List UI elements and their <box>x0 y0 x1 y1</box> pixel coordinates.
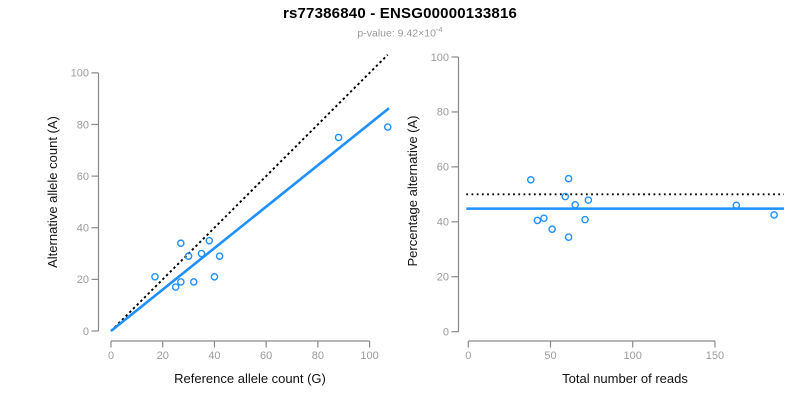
x-tick-label: 0 <box>108 350 114 362</box>
left-x-axis-title: Reference allele count (G) <box>174 371 326 386</box>
page-title: rs77386840 - ENSG00000133816 <box>282 5 518 22</box>
y-tick-label: 100 <box>71 68 89 80</box>
x-tick-label: 60 <box>260 350 272 362</box>
data-point <box>581 215 589 224</box>
x-tick-label: 100 <box>624 350 642 362</box>
data-point <box>215 252 224 260</box>
x-tick-label: 100 <box>360 350 378 362</box>
data-point <box>197 249 206 258</box>
p-value-exponent: -4 <box>435 24 443 34</box>
data-point <box>383 123 392 131</box>
data-point <box>548 225 556 234</box>
x-tick-label: 40 <box>208 350 220 362</box>
regression-line <box>110 107 390 333</box>
right-y-axis-title: Percentage alternative (A) <box>405 115 420 266</box>
data-point <box>171 283 180 291</box>
panel-allele-counts: Alternative allele count (A) Reference a… <box>45 54 392 386</box>
data-point <box>189 278 198 286</box>
panel-percentage-vs-reads: Percentage alternative (A) Total number … <box>405 52 784 386</box>
data-point <box>151 272 159 281</box>
data-point <box>533 216 542 225</box>
x-tick-label: 150 <box>706 350 724 362</box>
y-tick-label: 20 <box>437 272 449 284</box>
data-point <box>564 233 573 242</box>
data-point <box>526 175 535 184</box>
data-point <box>732 201 741 210</box>
y-tick-label: 60 <box>437 162 449 174</box>
data-point <box>564 174 573 183</box>
data-point <box>210 272 219 281</box>
right-plot-generated: 0 50 100 150 0 20 40 60 80 100 <box>431 52 784 362</box>
data-point <box>770 211 778 219</box>
data-point <box>571 200 579 209</box>
y-tick-label: 0 <box>443 327 449 339</box>
data-point <box>184 252 193 260</box>
data-point <box>540 214 548 223</box>
x-tick-label: 20 <box>157 350 169 362</box>
data-point <box>584 196 593 204</box>
data-point <box>177 239 185 248</box>
left-plot-generated: 0 20 40 60 80 100 0 20 40 60 80 100 <box>71 54 392 362</box>
data-point <box>205 236 214 245</box>
p-value-mantissa: 9.42×10 <box>397 27 436 40</box>
data-point <box>561 192 570 201</box>
y-tick-label: 80 <box>437 107 449 119</box>
p-value-prefix: p-value: <box>357 27 398 40</box>
x-tick-label: 0 <box>465 350 471 362</box>
x-tick-label: 80 <box>312 350 324 362</box>
identity-line <box>110 54 389 332</box>
data-point <box>177 278 185 286</box>
data-point <box>334 133 343 142</box>
y-tick-label: 20 <box>77 274 89 286</box>
chart-header: rs77386840 - ENSG00000133816 p-value: 9.… <box>0 5 800 40</box>
y-tick-label: 40 <box>77 223 89 235</box>
y-tick-label: 40 <box>437 217 449 229</box>
left-y-axis-title: Alternative allele count (A) <box>45 116 60 268</box>
y-tick-label: 100 <box>431 52 449 64</box>
x-tick-label: 50 <box>544 350 556 362</box>
y-tick-label: 60 <box>77 171 89 183</box>
p-value-subtitle: p-value: 9.42×10-4 <box>0 25 800 41</box>
y-tick-label: 80 <box>77 119 89 131</box>
y-tick-label: 0 <box>83 326 89 338</box>
right-x-axis-title: Total number of reads <box>562 371 688 386</box>
